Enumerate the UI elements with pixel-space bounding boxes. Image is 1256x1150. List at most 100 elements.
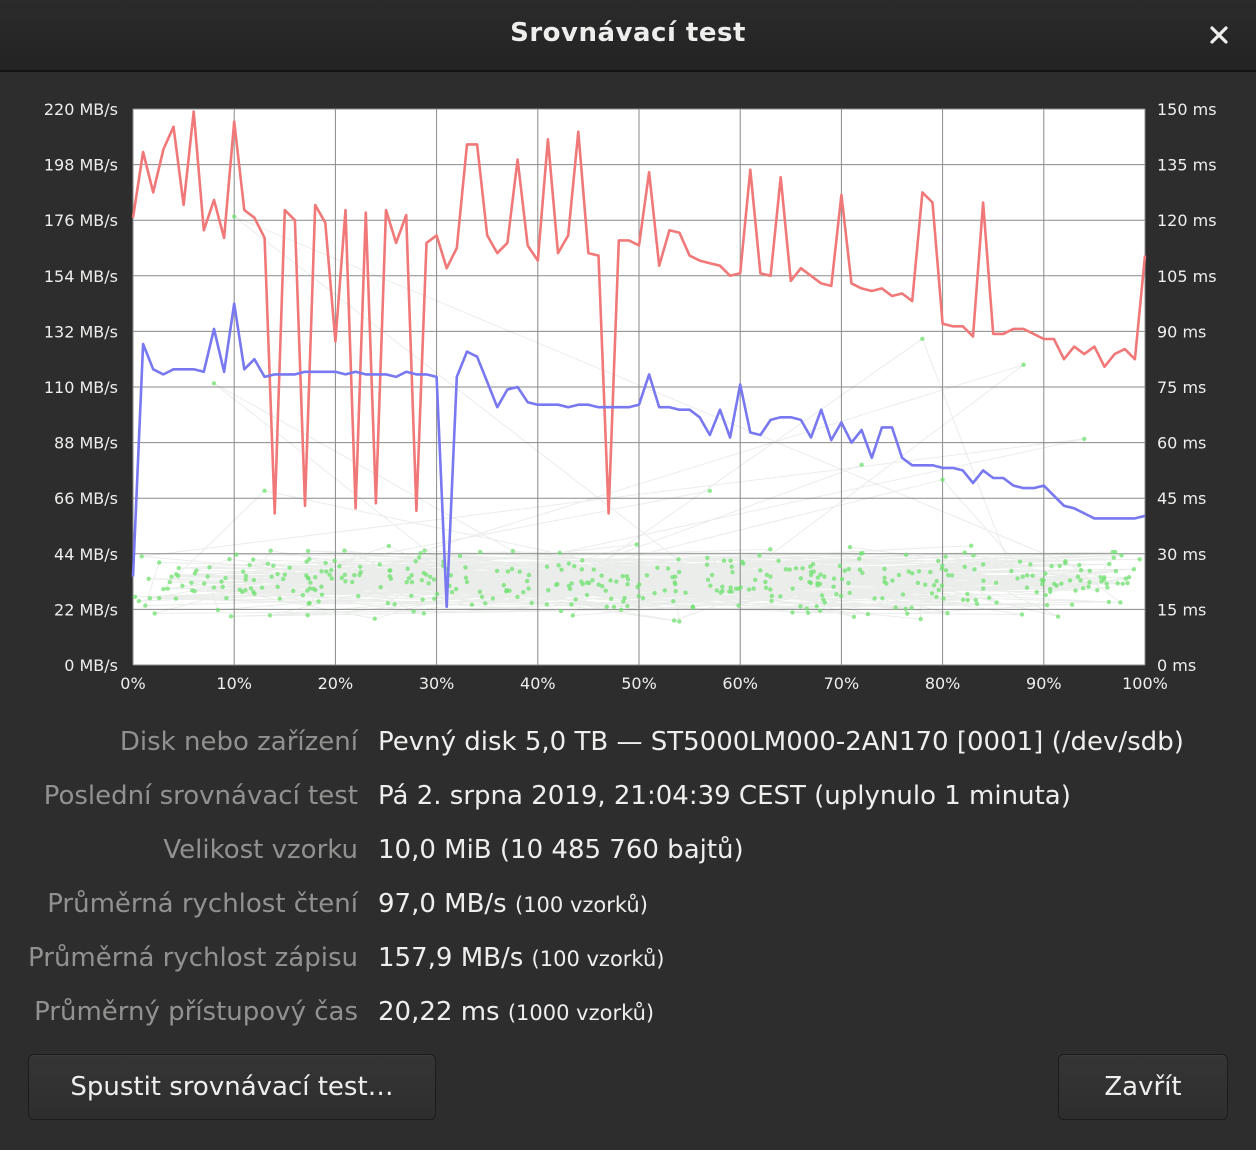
y-left-tick-label: 198 MB/s [44,156,118,175]
access-time-point [822,574,827,579]
access-time-point [1098,575,1103,580]
access-time-point [769,593,775,599]
access-time-point [176,565,181,571]
access-time-point [161,586,166,592]
access-time-point [831,584,836,589]
access-time-point [857,556,862,561]
access-time-point [857,567,863,572]
access-time-point [972,567,977,572]
access-time-point [510,548,516,554]
access-time-point [409,593,414,599]
x-tick-label: 50% [621,674,657,693]
access-time-point [676,569,682,575]
access-time-point [1019,612,1025,617]
access-time-point [662,588,668,593]
x-tick-label: 80% [925,674,961,693]
access-time-point [758,568,763,573]
access-time-point [357,572,362,578]
access-time-point [1131,566,1137,572]
access-time-point [420,597,425,602]
access-time-point [262,488,267,493]
access-time-point [529,600,534,606]
y-left-tick-label: 88 MB/s [54,434,118,453]
close-button[interactable]: Zavřít [1058,1054,1228,1120]
access-time-point [243,577,248,582]
access-time-point [590,578,595,583]
access-time-point [1119,553,1124,558]
access-time-point [421,611,427,616]
access-time-point [858,551,863,556]
read-rate-line [131,302,1146,609]
access-time-point [509,566,515,572]
access-time-point [945,610,950,616]
y-left-tick-label: 44 MB/s [54,545,118,564]
access-time-label: Průměrný přístupový čas [34,997,358,1027]
access-time-point [352,572,357,578]
access-time-point [1102,575,1107,580]
access-time-scatter [132,214,1142,624]
close-window-button[interactable] [1200,16,1238,54]
y-left-tick-label: 66 MB/s [54,489,118,508]
access-time-point [728,558,733,563]
access-time-point [342,548,347,553]
access-time-point [136,598,142,604]
access-time-point [1126,575,1132,580]
access-time-point [949,573,955,578]
access-time-point [313,575,318,580]
access-time-point [327,572,332,577]
access-time-point [872,596,877,601]
access-time-point [275,584,280,590]
access-time-point [457,553,463,559]
access-time-point [573,597,578,602]
access-time-point [167,579,172,585]
access-time-point [818,572,823,577]
access-time-point [837,563,843,569]
access-time-point [880,596,885,601]
access-time-point [962,564,967,569]
access-time-point [822,600,828,605]
dialog-title: Srovnávací test [510,18,746,48]
access-time-point [704,562,710,567]
y-right-tick-label: 30 ms [1157,545,1206,564]
access-time-point [1118,600,1123,605]
access-time-point [385,600,391,606]
access-time-point [526,586,531,591]
access-time-point [1067,578,1073,583]
access-time-point [387,568,392,573]
access-time-point [483,601,488,606]
access-time-point [339,575,345,581]
access-time-point [923,582,928,587]
x-tick-label: 60% [722,674,758,693]
access-time-point [637,582,642,587]
access-time-point [1059,581,1064,586]
y-right-tick-label: 60 ms [1157,434,1206,453]
info-row-access-time: Průměrný přístupový čas 20,22 ms (1000 v… [0,985,1256,1039]
access-time-point [746,587,752,592]
access-time-point [464,579,470,585]
access-time-point [147,595,153,601]
x-tick-label: 100% [1122,674,1168,693]
access-time-point [291,588,296,594]
access-time-point [1021,362,1026,367]
info-row-sample-size: Velikost vzorku 10,0 MiB (10 485 760 baj… [0,823,1256,877]
access-time-point [971,553,976,558]
y-right-tick-label: 75 ms [1157,378,1206,397]
access-time-point [800,566,805,571]
access-time-point [778,594,783,599]
access-time-point [939,566,945,571]
access-time-point [477,589,483,594]
access-time-point [431,577,437,582]
access-time-point [819,593,825,598]
y-right-tick-label: 15 ms [1157,600,1206,619]
y-right-tick-label: 0 ms [1157,656,1196,675]
access-time-point [720,588,725,594]
access-time-point [156,560,162,565]
access-time-point [586,580,592,586]
access-time-point [215,607,221,613]
start-benchmark-button[interactable]: Spustit srovnávací test… [28,1054,436,1120]
access-time-point [584,592,590,598]
access-time-point [768,587,773,592]
access-time-point [567,586,573,592]
access-time-point [306,576,311,581]
access-time-point [569,581,574,586]
